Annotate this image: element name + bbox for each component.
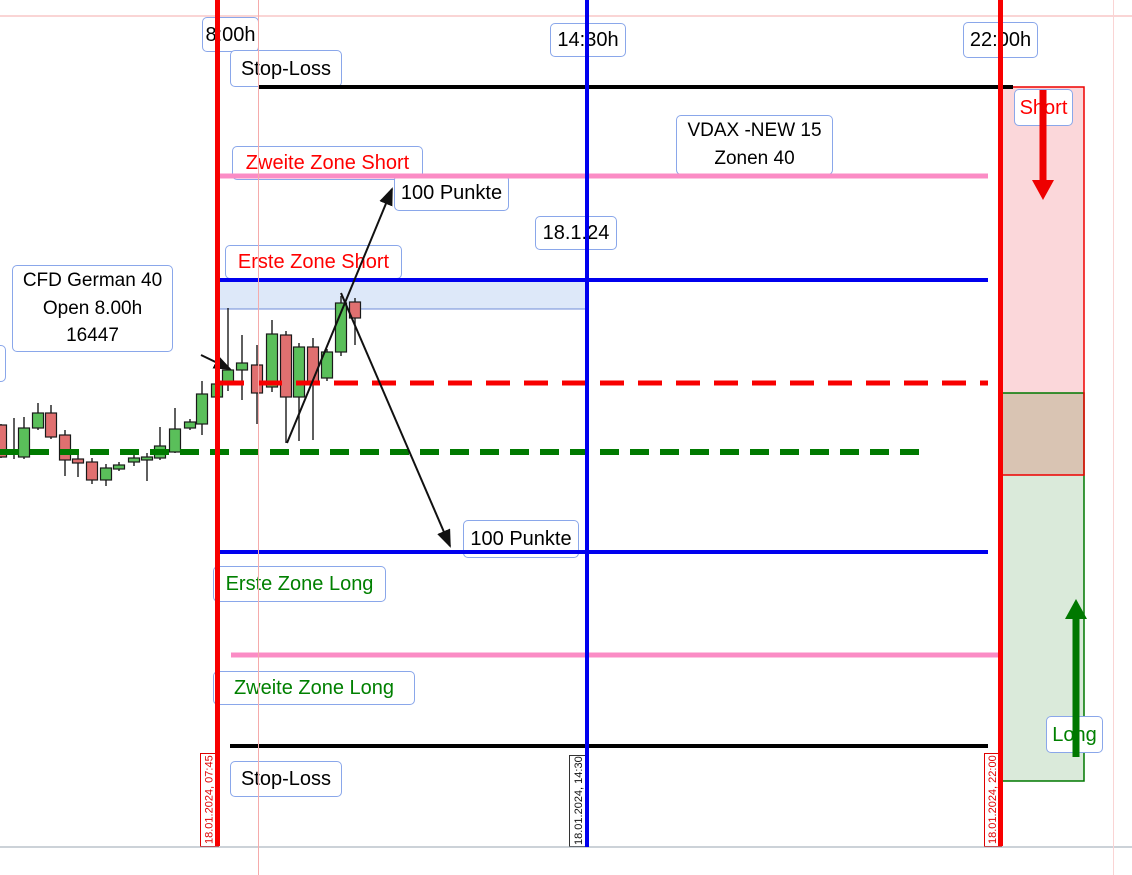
candle-body: [140, 456, 154, 461]
candle-body: [306, 346, 320, 384]
candle-body: [265, 333, 279, 388]
candle-body: [127, 457, 141, 463]
instrument-info-label[interactable]: CFD German 40 Open 8.00h 16447: [12, 265, 173, 352]
punkte-up-label[interactable]: 100 Punkte: [394, 175, 509, 211]
stop-loss-bottom-label[interactable]: Stop-Loss: [230, 761, 342, 797]
candle-body: [348, 301, 362, 319]
session-mid-1430[interactable]: [585, 0, 589, 847]
instrument-open-price: 16447: [66, 325, 119, 347]
time-label-0800[interactable]: 8:00h: [202, 17, 259, 52]
short-zone-area: [1001, 87, 1084, 393]
candle-body: [334, 302, 348, 353]
zweite-zone-long-label[interactable]: Zweite Zone Long: [213, 671, 415, 705]
session-close-2200[interactable]: [997, 0, 1003, 846]
vdax-zonen-label[interactable]: VDAX -NEW 15 Zonen 40: [676, 115, 833, 175]
entry-band: [217, 280, 588, 310]
candle-body: [235, 362, 249, 371]
candle-body: [320, 351, 334, 379]
candle-body: [7, 449, 21, 454]
session-open-0800[interactable]: [214, 0, 220, 846]
candle-body: [0, 424, 8, 458]
candle-body: [168, 428, 182, 453]
erste-zone-short-label[interactable]: Erste Zone Short: [225, 245, 402, 279]
thin-guide-vertical: [257, 0, 259, 875]
instrument-name: CFD German 40: [22, 270, 163, 292]
candle-body: [99, 467, 113, 481]
vdax-line: VDAX -NEW 15: [687, 120, 822, 142]
zweite-zone-short-label[interactable]: Zweite Zone Short: [232, 146, 423, 180]
candle-body: [221, 369, 235, 384]
candle-body: [71, 458, 85, 464]
candle-body: [250, 364, 264, 394]
zone-overlap-area: [1001, 393, 1084, 475]
candle-body: [195, 393, 209, 425]
short-zone-label[interactable]: Short: [1014, 89, 1073, 126]
zonen-line: Zonen 40: [714, 148, 795, 169]
candle-body: [85, 461, 99, 481]
candle-body: [44, 412, 58, 438]
erste-zone-long-label[interactable]: Erste Zone Long: [213, 566, 386, 602]
long-zone-label[interactable]: Long: [1046, 716, 1103, 753]
candle-body: [153, 445, 167, 459]
candle-body: [292, 346, 306, 398]
punkte-down-label[interactable]: 100 Punkte: [463, 520, 579, 558]
candle-body: [17, 427, 31, 458]
clipped-label-box[interactable]: [0, 345, 6, 382]
candle-body: [58, 434, 72, 461]
instrument-open-time: Open 8.00h: [42, 297, 143, 319]
thin-guide-vertical-right: [1112, 0, 1114, 875]
candle-body: [31, 412, 45, 429]
candle-body: [279, 334, 293, 398]
stop-loss-top-label[interactable]: Stop-Loss: [230, 50, 342, 87]
candle-body: [183, 421, 197, 429]
candle-body: [112, 464, 126, 470]
session-date-label[interactable]: 18.1.24: [535, 216, 617, 250]
